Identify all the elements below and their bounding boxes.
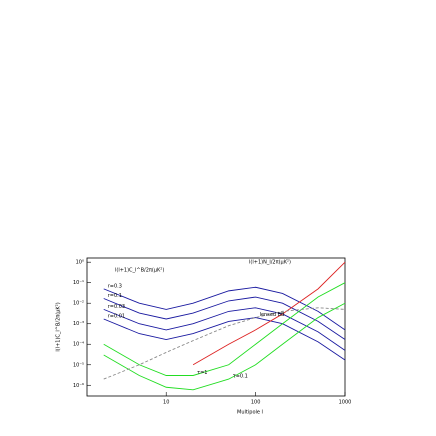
series-label: τ=0.1 — [233, 374, 248, 380]
series-line — [103, 282, 346, 376]
x-axis-label: Multipole l — [237, 410, 263, 416]
series-label: lensed BB — [260, 312, 286, 318]
y-tick-label: 10⁻¹ — [73, 280, 84, 286]
series-line — [192, 261, 346, 366]
series-line — [103, 296, 346, 340]
y-tick-label: 10⁰ — [76, 260, 84, 266]
series-line — [103, 302, 346, 391]
y-tick-label: 10⁻⁵ — [73, 362, 84, 368]
series-label: r=0.1 — [108, 293, 122, 299]
x-tick-label: 10 — [163, 400, 169, 406]
series-line — [103, 307, 346, 380]
y-tick-label: 10⁻² — [73, 301, 84, 307]
x-tick-label: 1000 — [339, 400, 352, 406]
series-label: l(l+1)N_l/2π(μK²) — [249, 260, 291, 266]
x-tick-label: 100 — [251, 400, 261, 406]
series-line — [103, 307, 346, 351]
series-label: r=0.3 — [108, 283, 122, 289]
plot-frame — [86, 257, 346, 397]
series-line — [103, 317, 346, 361]
subtitle: l(l+1)C_l^B/2π(μK²) — [115, 268, 164, 274]
series-label: r=0.03 — [108, 304, 125, 310]
y-tick-label: 10⁻⁴ — [73, 342, 84, 348]
y-tick-label: 10⁻³ — [73, 321, 84, 327]
y-axis-label: l(l+1)C_l^B/2π(μK²) — [56, 302, 62, 351]
y-tick-label: 10⁻⁶ — [73, 383, 84, 389]
series-label: τ=1 — [197, 370, 207, 376]
series-label: r=0.01 — [108, 314, 125, 320]
